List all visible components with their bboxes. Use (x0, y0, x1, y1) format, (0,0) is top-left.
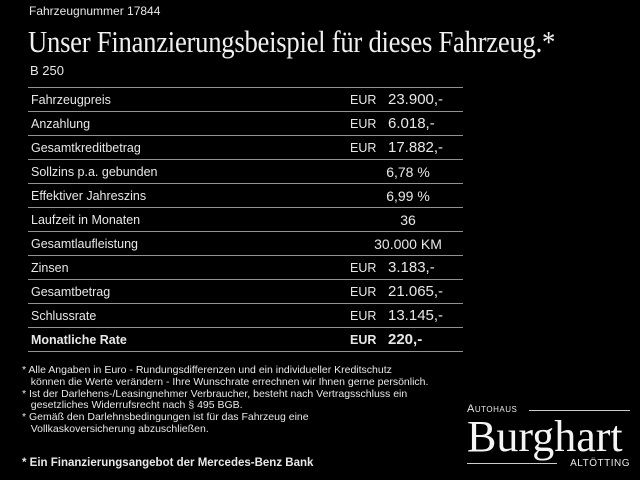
footnotes: * Alle Angaben in Euro - Rundungsdiffere… (22, 364, 429, 435)
row-label: Zinsen (31, 261, 69, 275)
row-value: 220,- (388, 331, 423, 348)
logo-line (467, 463, 557, 464)
row-value: 17.882,- (388, 139, 444, 156)
table-row: Anzahlung EUR 6.018,- (28, 112, 463, 136)
row-currency: EUR (350, 141, 377, 155)
logo-line (529, 410, 630, 411)
bank-note: * Ein Finanzierungsangebot der Mercedes-… (22, 457, 314, 469)
row-label: Gesamtbetrag (31, 285, 111, 299)
row-currency: EUR (350, 93, 377, 107)
row-value: 30.000 KM (374, 236, 442, 252)
page-title: Unser Finanzierungsbeispiel für dieses F… (28, 24, 556, 59)
row-label: Laufzeit in Monaten (31, 213, 141, 227)
table-row: Fahrzeugpreis EUR 23.900,- (28, 88, 463, 112)
vehicle-number: Fahrzeugnummer 17844 (29, 4, 161, 18)
row-currency: EUR (350, 261, 377, 275)
table-row: Zinsen EUR 3.183,- (28, 256, 463, 280)
table-row: Schlussrate EUR 13.145,- (28, 304, 463, 328)
row-value: 23.900,- (388, 91, 444, 108)
row-label: Effektiver Jahreszins (31, 189, 147, 203)
table-row: Gesamtlaufleistung 30.000 KM (28, 232, 463, 256)
row-value: 21.065,- (388, 283, 444, 300)
table-row: Sollzins p.a. gebunden 6,78 % (28, 160, 463, 184)
model-name: B 250 (30, 63, 64, 78)
row-label: Gesamtkreditbetrag (31, 141, 141, 155)
row-label: Gesamtlaufleistung (31, 237, 139, 251)
row-value: 6,78 % (386, 164, 430, 180)
table-row: Laufzeit in Monaten 36 (28, 208, 463, 232)
table-row: Gesamtkreditbetrag EUR 17.882,- (28, 136, 463, 160)
finance-table: Fahrzeugpreis EUR 23.900,- Anzahlung EUR 6.01… (28, 87, 463, 352)
table-row: Effektiver Jahreszins 6,99 % (28, 184, 463, 208)
row-currency: EUR (350, 333, 377, 347)
table-row: Monatliche Rate EUR 220,- (28, 328, 463, 352)
row-label: Sollzins p.a. gebunden (31, 165, 158, 179)
row-label: Monatliche Rate (31, 333, 127, 347)
row-label: Schlussrate (31, 309, 97, 323)
dealer-logo: Autohaus Burghart ALTÖTTING (467, 401, 630, 469)
row-value: 3.183,- (388, 259, 435, 276)
row-currency: EUR (350, 117, 377, 131)
logo-brand: Burghart (467, 412, 623, 461)
row-currency: EUR (350, 309, 377, 323)
table-row: Gesamtbetrag EUR 21.065,- (28, 280, 463, 304)
row-value: 13.145,- (388, 307, 444, 324)
row-value: 36 (400, 212, 416, 228)
row-value: 6,99 % (386, 188, 430, 204)
logo-top: Autohaus (467, 403, 518, 415)
logo-bottom: ALTÖTTING (570, 458, 630, 469)
row-label: Anzahlung (31, 117, 91, 131)
row-label: Fahrzeugpreis (31, 93, 111, 107)
row-currency: EUR (350, 285, 377, 299)
row-value: 6.018,- (388, 115, 435, 132)
